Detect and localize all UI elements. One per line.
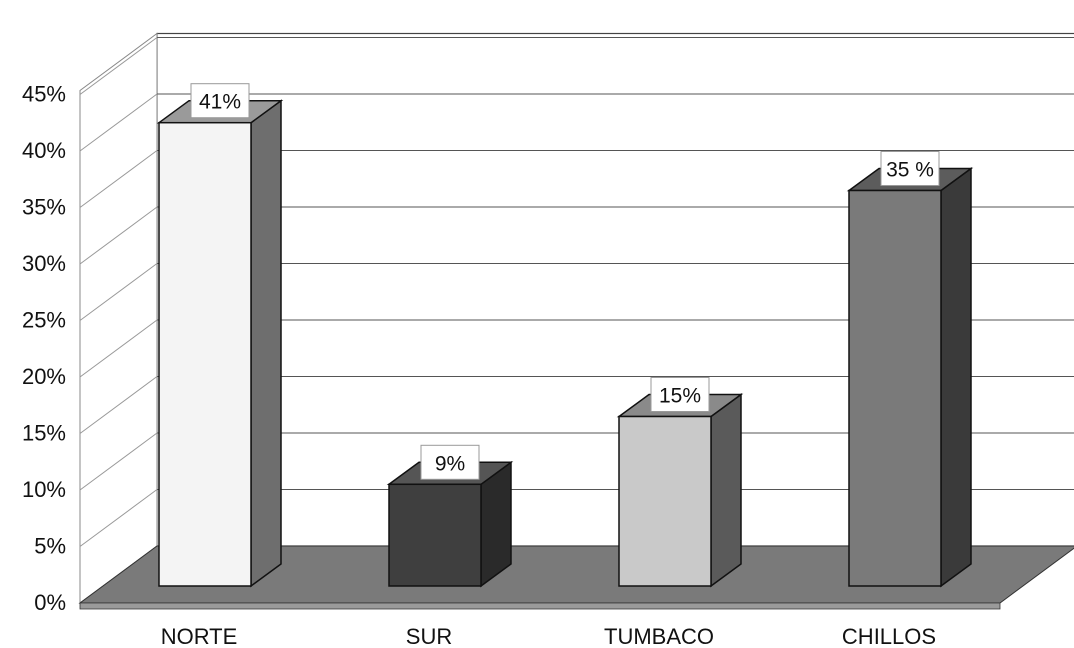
bar-norte bbox=[156, 99, 284, 588]
data-label-box bbox=[880, 151, 940, 186]
chart-floor bbox=[78, 545, 1074, 610]
floor-edge bbox=[79, 602, 1001, 610]
data-label-text: 15% bbox=[659, 385, 701, 408]
bar-side bbox=[710, 393, 742, 588]
bar-front bbox=[388, 483, 482, 587]
y-tick-label: 10% bbox=[22, 477, 66, 502]
gridline-diagonal bbox=[79, 150, 158, 208]
data-label-box bbox=[420, 444, 480, 480]
bar-side bbox=[250, 99, 282, 588]
x-category-label: TUMBACO bbox=[604, 624, 714, 648]
y-tick-label: 25% bbox=[22, 308, 66, 333]
gridline-diagonal bbox=[79, 376, 158, 434]
gridline-diagonal bbox=[79, 319, 158, 378]
data-label-sur: 9% bbox=[420, 444, 480, 480]
data-label-text: 41% bbox=[199, 91, 241, 114]
y-tick-label: 30% bbox=[22, 251, 66, 276]
bar-front bbox=[158, 121, 252, 587]
bars bbox=[156, 99, 974, 588]
bar-front bbox=[618, 415, 712, 587]
bar-front bbox=[848, 189, 942, 587]
gridline-diagonal bbox=[79, 206, 158, 265]
bar-sur bbox=[386, 460, 514, 588]
data-label-text: 35 % bbox=[886, 159, 934, 182]
x-category-label: NORTE bbox=[161, 624, 238, 648]
y-tick-label: 15% bbox=[22, 421, 66, 446]
gridline-diagonal bbox=[79, 263, 158, 321]
y-tick-label: 40% bbox=[22, 138, 66, 163]
y-tick-label: 35% bbox=[22, 195, 66, 220]
y-tick-label: 45% bbox=[22, 82, 66, 107]
y-tick-label: 0% bbox=[34, 590, 66, 615]
gridline-diagonal bbox=[79, 37, 158, 95]
x-category-label: SUR bbox=[406, 624, 452, 648]
bar-side bbox=[940, 167, 972, 588]
data-label-text: 9% bbox=[435, 452, 465, 475]
gridline-diagonal bbox=[79, 432, 158, 491]
gridline-diagonal bbox=[79, 93, 158, 152]
y-tick-label: 5% bbox=[34, 534, 66, 559]
data-label-tumbaco: 15% bbox=[650, 377, 710, 412]
x-axis: NORTE SUR TUMBACO CHILLOS bbox=[161, 624, 936, 648]
data-labels: 41% 9% 15% 35 % bbox=[190, 83, 940, 480]
x-category-label: CHILLOS bbox=[842, 624, 936, 648]
y-axis: 0% 5% 10% 15% 20% 25% 30% 35% 40% 45% bbox=[22, 82, 66, 616]
y-tick-label: 20% bbox=[22, 364, 66, 389]
data-label-box bbox=[650, 377, 710, 412]
data-label-norte: 41% bbox=[190, 83, 250, 119]
bar-tumbaco bbox=[616, 393, 744, 588]
data-label-chillos: 35 % bbox=[880, 151, 940, 186]
data-label-box bbox=[190, 83, 250, 119]
bar-chillos bbox=[846, 167, 974, 588]
gridline-diagonal bbox=[79, 489, 158, 547]
